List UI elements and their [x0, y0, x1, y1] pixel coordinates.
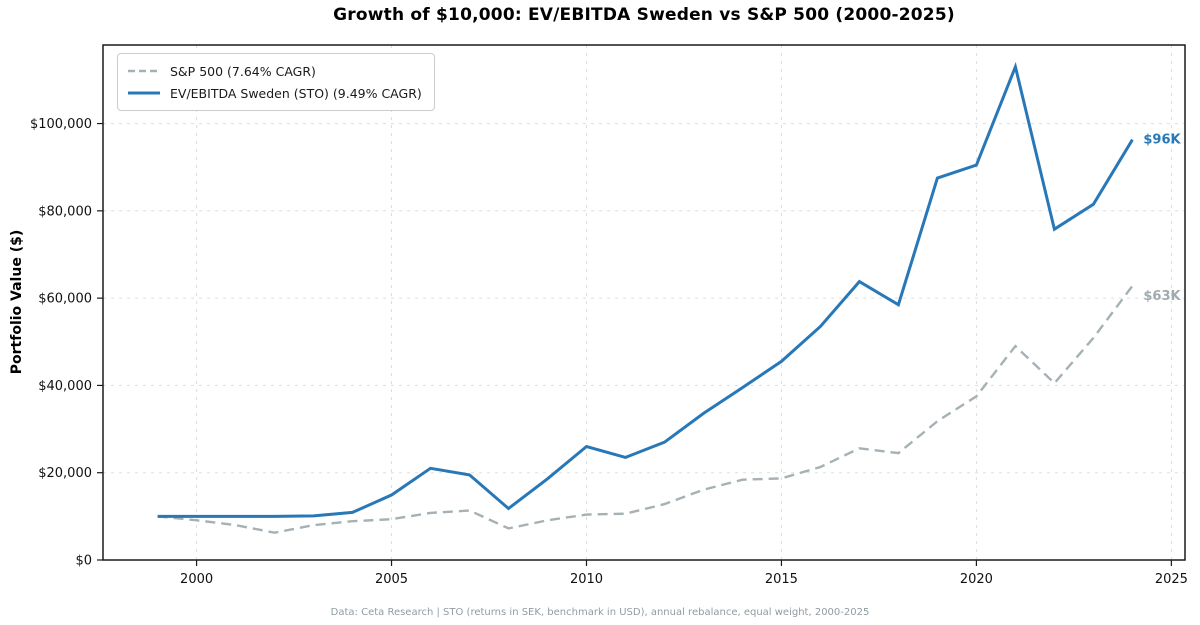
solid-line-sample	[128, 91, 160, 95]
y-tick-label: $0	[75, 554, 92, 569]
series-line-sp500	[157, 285, 1134, 534]
legend-label-sweden: EV/EBITDA Sweden (STO) (9.49% CAGR)	[170, 85, 422, 101]
x-tick-label: 2000	[180, 572, 213, 587]
dashed-line-sample	[128, 69, 160, 73]
legend-item-sweden: EV/EBITDA Sweden (STO) (9.49% CAGR)	[127, 82, 422, 104]
y-tick-label: $100,000	[30, 117, 92, 132]
x-tick-label: 2015	[765, 572, 798, 587]
plot-border	[102, 44, 1186, 561]
chart-title: Growth of $10,000: EV/EBITDA Sweden vs S…	[333, 5, 955, 25]
x-tick-label: 2005	[375, 572, 408, 587]
end-value-label: $63K	[1143, 289, 1181, 304]
legend: S&P 500 (7.64% CAGR) EV/EBITDA Sweden (S…	[117, 53, 435, 111]
x-tick-label: 2020	[960, 572, 993, 587]
series-line-sweden	[157, 61, 1134, 518]
y-tick-label: $60,000	[38, 292, 92, 307]
y-tick-label: $80,000	[38, 204, 92, 219]
y-tick-label: $40,000	[38, 379, 92, 394]
legend-label-sp500: S&P 500 (7.64% CAGR)	[170, 63, 316, 79]
x-tick-label: 2010	[570, 572, 603, 587]
end-value-label: $96K	[1143, 133, 1181, 148]
y-tick-label: $20,000	[38, 466, 92, 481]
legend-item-sp500: S&P 500 (7.64% CAGR)	[127, 60, 422, 82]
x-tick-label: 2025	[1155, 572, 1188, 587]
data-source-note: Data: Ceta Research | STO (returns in SE…	[330, 607, 870, 618]
